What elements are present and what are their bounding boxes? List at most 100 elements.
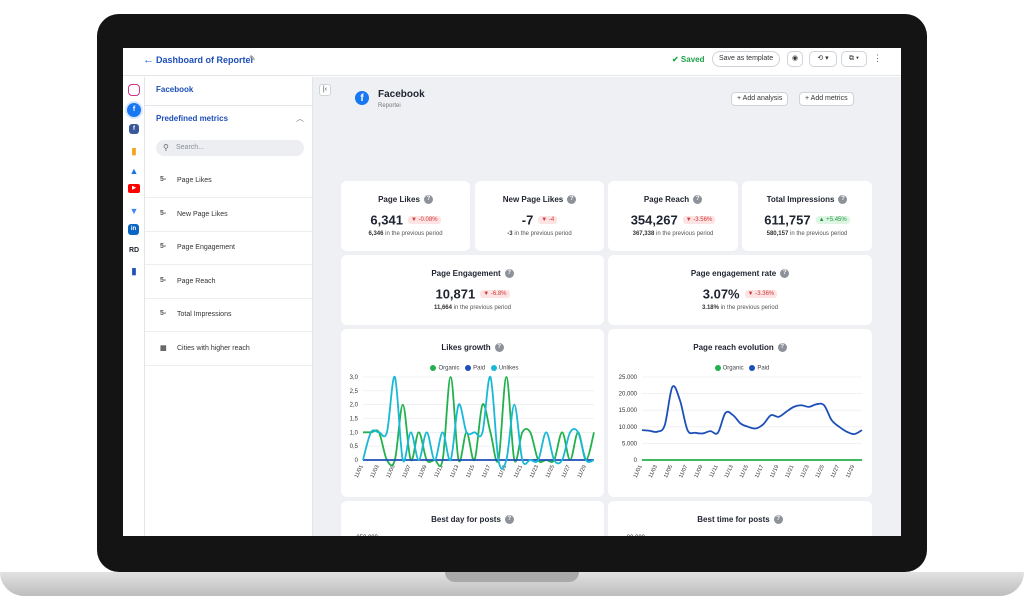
- chart-title-wrap: Best time for posts?: [608, 515, 872, 525]
- analytics-icon[interactable]: ▮: [131, 146, 137, 156]
- eye-icon[interactable]: ◉: [787, 51, 803, 67]
- help-icon[interactable]: ?: [567, 195, 577, 205]
- likes-growth-card: Likes growth? Organic Paid Unlikes 0 0,5 1…: [341, 329, 604, 497]
- search-icon: ⚲: [163, 143, 169, 152]
- help-icon[interactable]: ?: [504, 269, 514, 279]
- share-dropdown-button[interactable]: ⟲ ▾: [809, 51, 837, 67]
- kpi-card: New Page Likes? -7 ▼ -4 -3 in the previou…: [475, 181, 604, 251]
- kpi-previous-value: 367,338: [632, 231, 655, 237]
- kpi-value-row: 10,871 ▼ -6.8%: [341, 285, 604, 303]
- help-icon[interactable]: ?: [504, 515, 514, 525]
- google-ads-icon[interactable]: ▲: [129, 166, 139, 176]
- kpi-previous: 580,157 in the previous period: [742, 231, 872, 237]
- save-as-template-button[interactable]: Save as template: [712, 51, 781, 67]
- rd-station-icon[interactable]: RD: [128, 247, 140, 254]
- dashboard-title[interactable]: Dashboard of Reportei: [156, 55, 254, 65]
- collapse-panel-button[interactable]: |‹: [319, 84, 331, 96]
- page-reach-card: Page reach evolution? Organic Paid 0 5.00…: [608, 329, 872, 497]
- legend-label: Paid: [473, 365, 486, 372]
- kpi-title-wrap: Total Impressions?: [742, 195, 872, 205]
- x-tick-label: 11/13: [449, 464, 460, 479]
- chart-title: Best time for posts: [697, 515, 770, 524]
- add-analysis-button[interactable]: + Add analysis: [731, 92, 789, 106]
- y-tick-label: 2,5: [350, 389, 359, 395]
- chart-legend: Organic Paid Unlikes: [341, 365, 604, 372]
- x-tick-label: 11/15: [465, 464, 476, 479]
- kpi-value: 3.07%: [702, 286, 740, 302]
- y-tick-label: 10.000: [619, 425, 638, 431]
- metric-icon: 5-: [160, 243, 167, 250]
- main-content: |‹ f Facebook Reportei + Add analysis + …: [313, 77, 901, 536]
- back-arrow-icon[interactable]: ←: [143, 54, 154, 66]
- legend-label: Organic: [722, 365, 744, 372]
- kpi-previous: 11,664 in the previous period: [341, 305, 604, 311]
- help-icon[interactable]: ?: [773, 515, 783, 525]
- export-dropdown-button[interactable]: ⧉ ▾: [841, 51, 867, 67]
- y-tick-label: 25.000: [619, 375, 638, 381]
- pencil-icon[interactable]: ✎: [249, 54, 256, 63]
- chart-legend: Organic Paid: [608, 365, 872, 372]
- help-icon[interactable]: ?: [494, 343, 504, 353]
- x-tick-label: 11/05: [386, 464, 397, 479]
- legend-label: Organic: [438, 365, 460, 372]
- top-bar: ← Dashboard of Reportei ✎ ✔ Saved Save a…: [123, 48, 901, 76]
- integration-rail: f f ▮ ▲ ▶ ▼ in RD ▮: [123, 77, 145, 536]
- facebook-icon[interactable]: f: [127, 103, 141, 117]
- change-badge: ▼ -6.8%: [480, 289, 510, 298]
- y-tick-label: 5.000: [622, 441, 638, 447]
- y-tick-label: 0: [634, 458, 638, 464]
- help-icon[interactable]: ?: [780, 269, 790, 279]
- metric-icon: 5-: [160, 310, 167, 317]
- chevron-up-icon[interactable]: ︿: [296, 114, 304, 123]
- kpi-previous-text: in the previous period: [720, 305, 779, 311]
- youtube-icon[interactable]: ▶: [128, 184, 140, 193]
- help-icon[interactable]: ?: [423, 195, 433, 205]
- help-icon[interactable]: ?: [777, 343, 787, 353]
- x-tick-label: 11/19: [769, 464, 780, 479]
- metric-icon: 5-: [160, 176, 167, 183]
- metric-item[interactable]: 5- Page Likes: [145, 165, 312, 198]
- chart-title: Likes growth: [441, 343, 491, 352]
- kpi-value-row: -7 ▼ -4: [475, 211, 604, 229]
- tag-manager-icon[interactable]: ▼: [129, 206, 139, 216]
- linkedin-icon[interactable]: in: [128, 224, 139, 235]
- help-icon[interactable]: ?: [838, 195, 848, 205]
- kpi-title-wrap: New Page Likes?: [475, 195, 604, 205]
- page-reach-chart: 0 5.000 10.000 15.000 20.000 25.000 11/01 11/03…: [619, 375, 863, 479]
- y-tick-label: 80.000: [627, 535, 646, 536]
- chart-title-wrap: Best day for posts?: [341, 515, 604, 525]
- x-tick-label: 11/07: [678, 464, 689, 479]
- add-metrics-button[interactable]: + Add metrics: [799, 92, 854, 106]
- bookmark-icon[interactable]: ▮: [131, 266, 137, 276]
- facebook-page-icon[interactable]: f: [129, 124, 139, 134]
- metric-item[interactable]: 5- Total Impressions: [145, 299, 312, 332]
- x-tick-label: 11/23: [800, 464, 811, 479]
- app-screen: ← Dashboard of Reportei ✎ ✔ Saved Save a…: [123, 48, 901, 536]
- panel-header[interactable]: Facebook: [156, 85, 194, 94]
- search-input[interactable]: ⚲ Search...: [156, 140, 304, 156]
- metric-item[interactable]: ▦ Cities with higher reach: [145, 333, 312, 366]
- legend-dot: [749, 365, 756, 371]
- kpi-previous: 3.18% in the previous period: [608, 305, 872, 311]
- metric-item[interactable]: 5- New Page Likes: [145, 199, 312, 232]
- more-options-icon[interactable]: ⋮: [873, 53, 882, 63]
- instagram-icon[interactable]: [128, 84, 140, 96]
- kpi-value-row: 354,267 ▼ -3.56%: [608, 211, 738, 229]
- best-day-chart: 350.000300.000250.000: [356, 535, 378, 536]
- metric-item-label: Page Reach: [177, 277, 216, 285]
- kpi-card: Page Likes? 6,341 ▼ -0.08% 6,346 in the p…: [341, 181, 470, 251]
- metric-item[interactable]: 5- Page Engagement: [145, 232, 312, 265]
- kpi-title-wrap: Page Likes?: [341, 195, 470, 205]
- kpi-previous-value: 580,157: [766, 231, 789, 237]
- kpi-value-row: 611,757 ▲ +5.45%: [742, 211, 872, 229]
- kpi-title: Page Reach: [643, 195, 690, 204]
- predefined-metrics-label[interactable]: Predefined metrics: [156, 114, 229, 123]
- kpi-value: 354,267: [630, 212, 678, 228]
- metric-item-label: New Page Likes: [177, 210, 228, 218]
- metric-item-label: Cities with higher reach: [177, 344, 250, 352]
- help-icon[interactable]: ?: [693, 195, 703, 205]
- x-tick-label: 11/13: [724, 464, 735, 479]
- y-tick-label: 20.000: [619, 392, 638, 398]
- metric-item[interactable]: 5- Page Reach: [145, 266, 312, 299]
- kpi-previous-text: in the previous period: [790, 231, 848, 237]
